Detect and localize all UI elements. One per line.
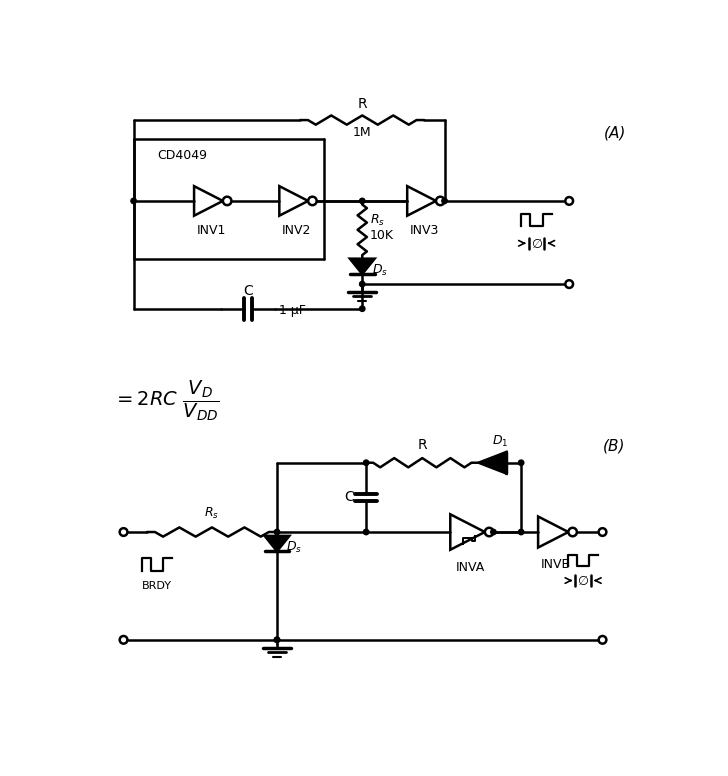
Circle shape — [360, 282, 365, 287]
Text: INVB: INVB — [541, 558, 571, 571]
Text: R: R — [417, 438, 427, 452]
Circle shape — [518, 529, 524, 535]
Circle shape — [119, 528, 127, 536]
Text: $R_s$: $R_s$ — [205, 506, 219, 521]
Circle shape — [274, 637, 280, 643]
Circle shape — [223, 196, 232, 205]
Text: (A): (A) — [604, 126, 626, 140]
Text: R: R — [357, 97, 367, 111]
Circle shape — [131, 198, 136, 203]
Circle shape — [308, 196, 317, 205]
Text: INVA: INVA — [456, 561, 486, 574]
Text: INV1: INV1 — [197, 224, 226, 237]
Text: CD4049: CD4049 — [157, 148, 207, 161]
Polygon shape — [264, 536, 290, 551]
Circle shape — [436, 196, 445, 205]
Circle shape — [363, 460, 369, 466]
Text: $R_s$: $R_s$ — [370, 213, 385, 227]
Circle shape — [360, 306, 365, 311]
Text: INV2: INV2 — [282, 224, 311, 237]
Circle shape — [485, 528, 494, 536]
Text: $D_s$: $D_s$ — [286, 540, 302, 555]
Text: $D_1$: $D_1$ — [491, 434, 508, 449]
Circle shape — [442, 198, 447, 203]
Text: 1 μF: 1 μF — [279, 303, 306, 317]
Circle shape — [363, 529, 369, 535]
Text: $\varnothing$: $\varnothing$ — [577, 574, 589, 588]
Text: C: C — [243, 284, 253, 298]
Circle shape — [360, 198, 365, 203]
Text: (B): (B) — [604, 438, 626, 453]
Text: C: C — [344, 490, 354, 504]
Text: $= 2RC\ \dfrac{V_D}{V_{DD}}$: $= 2RC\ \dfrac{V_D}{V_{DD}}$ — [113, 379, 219, 424]
Text: INV3: INV3 — [410, 224, 439, 237]
Polygon shape — [478, 452, 507, 473]
Circle shape — [598, 528, 606, 536]
Text: $\varnothing$: $\varnothing$ — [531, 237, 542, 251]
Circle shape — [491, 529, 496, 535]
Circle shape — [566, 197, 573, 205]
Polygon shape — [350, 258, 375, 274]
Circle shape — [598, 636, 606, 643]
Circle shape — [569, 528, 577, 536]
Text: 1M: 1M — [353, 126, 371, 139]
Text: BRDY: BRDY — [142, 581, 172, 591]
Text: $D_s$: $D_s$ — [371, 262, 387, 278]
Circle shape — [274, 529, 280, 535]
Text: 10K: 10K — [370, 229, 394, 242]
Circle shape — [119, 636, 127, 643]
Circle shape — [566, 280, 573, 288]
Circle shape — [274, 637, 280, 643]
Circle shape — [518, 460, 524, 466]
